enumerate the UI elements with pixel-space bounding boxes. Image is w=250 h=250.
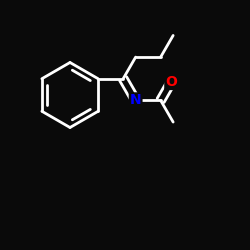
Text: N: N [130, 94, 141, 108]
Text: O: O [165, 75, 177, 89]
